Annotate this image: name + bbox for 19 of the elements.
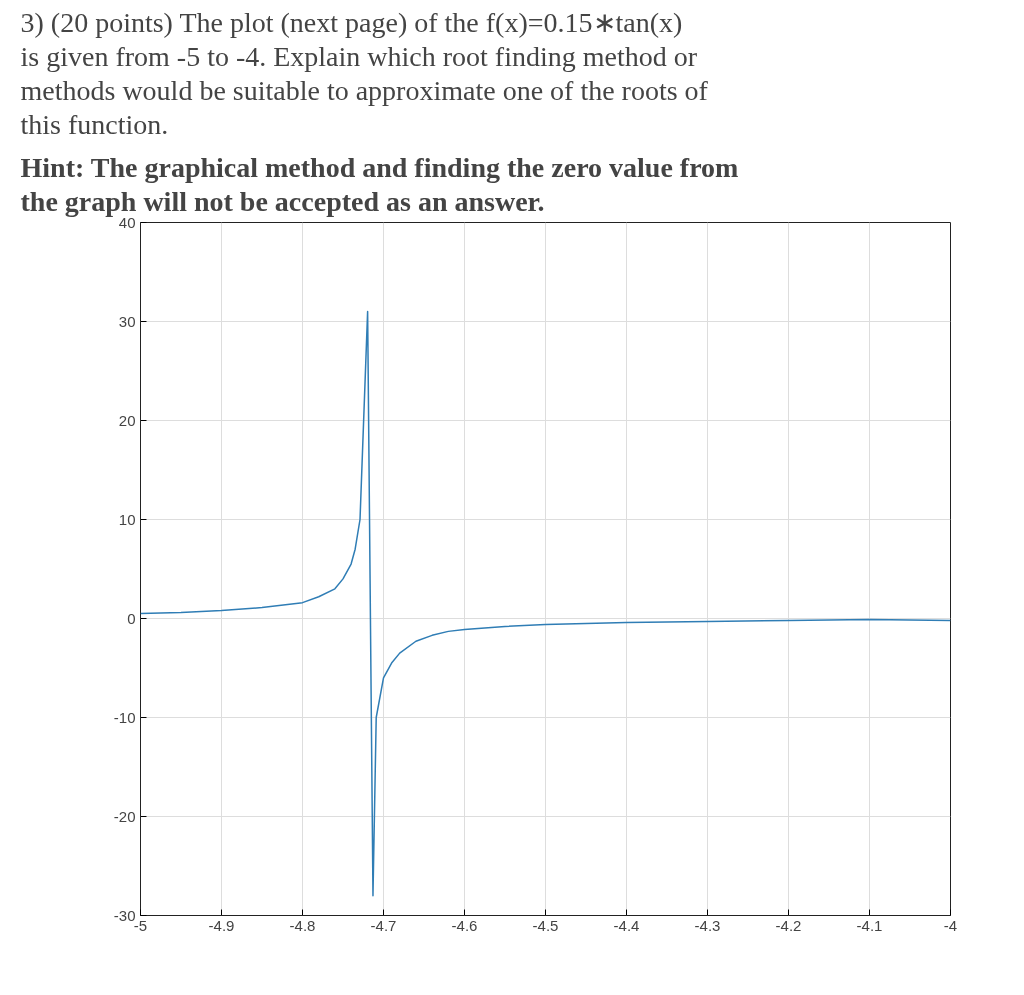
x-tick-label: -4.5 [532,916,559,934]
x-tick-label: -4.8 [289,916,316,934]
y-tick-label: 30 [118,312,136,330]
y-tick-label: -20 [113,807,136,825]
y-tick-label: -10 [113,708,136,726]
x-tick-label: -4.1 [856,916,883,934]
y-tick-label: -30 [113,906,136,924]
x-tick-label: -4 [943,916,958,934]
y-tick-label: 10 [118,510,136,528]
x-tick-label: -4.6 [451,916,478,934]
x-tick-label: -4.9 [208,916,235,934]
x-tick-label: -4.7 [370,916,397,934]
chart-title: 3) (20 points) The plot (next page) of the f(x)=0.15∗tan(x) is given from -5 to -4. Explain which root finding method or methods would be suitable to approximate one of the roots of this function. [20,7,709,141]
y-tick-label: 0 [127,609,136,627]
x-tick-label: -4.2 [775,916,802,934]
line-series [140,310,951,897]
y-tick-label: 20 [118,411,136,429]
x-tick-label: -4.4 [613,916,640,934]
x-tick-label: -4.3 [694,916,721,934]
